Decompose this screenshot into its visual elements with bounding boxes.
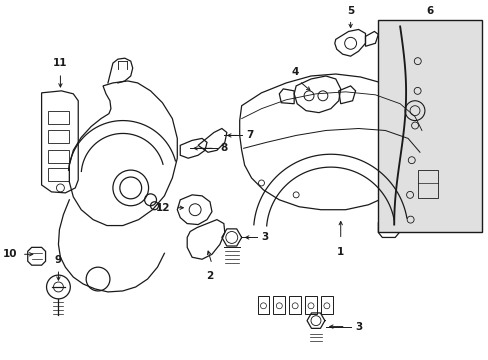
Text: 8: 8 [220, 143, 226, 153]
Text: 3: 3 [355, 321, 362, 332]
Text: 3: 3 [261, 233, 268, 242]
Text: 5: 5 [346, 6, 353, 15]
Bar [288, 296, 301, 314]
Text: 10: 10 [2, 249, 17, 259]
Bar [417, 170, 437, 198]
Text: 1: 1 [336, 247, 344, 257]
Bar [47, 111, 69, 123]
Text: 9: 9 [55, 255, 62, 265]
Text: 4: 4 [291, 67, 298, 77]
Bar [47, 130, 69, 143]
Text: 6: 6 [426, 6, 432, 15]
Bar [47, 150, 69, 163]
Bar [273, 296, 285, 314]
Bar [257, 296, 269, 314]
Bar [378, 19, 481, 233]
Bar [47, 168, 69, 181]
Text: 11: 11 [53, 58, 67, 68]
Text: 2: 2 [206, 271, 213, 281]
Text: 7: 7 [246, 130, 253, 140]
Bar [320, 296, 332, 314]
Bar [305, 296, 316, 314]
Text: 12: 12 [156, 203, 170, 213]
